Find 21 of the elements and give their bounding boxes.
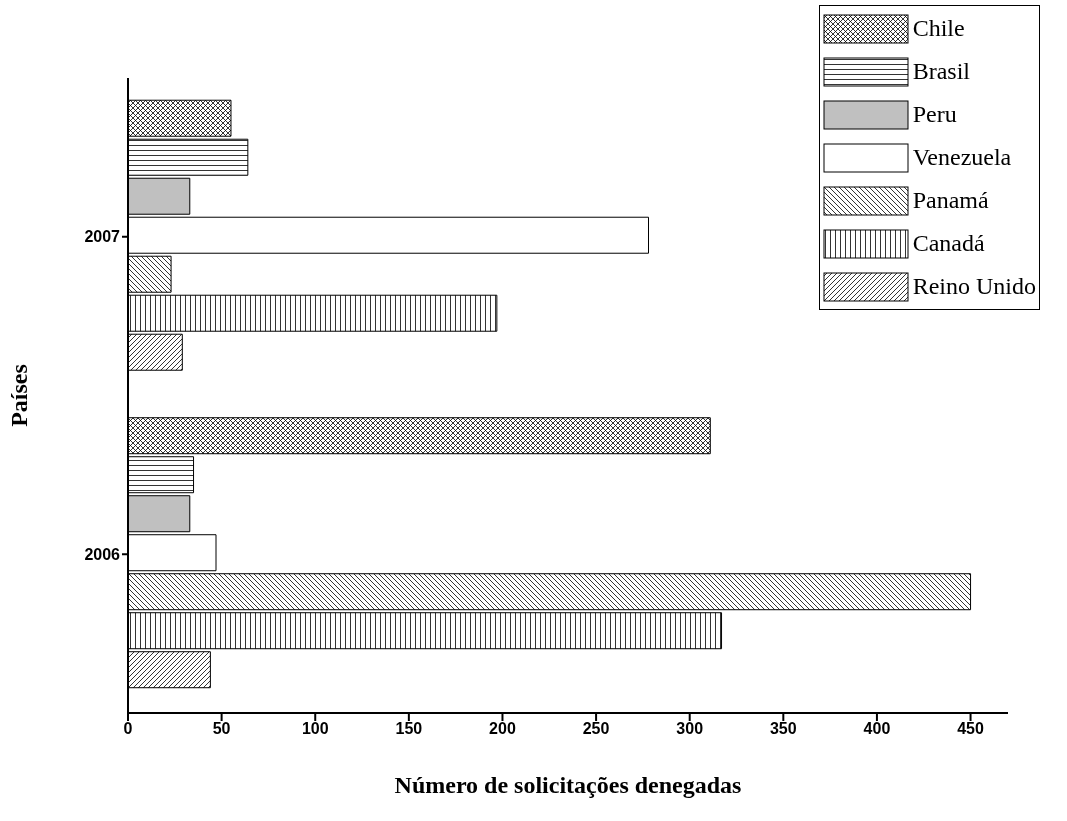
x-axis-title: Número de solicitações denegadas	[394, 772, 742, 798]
x-tick-label: 0	[123, 720, 133, 738]
x-tick-label: 150	[395, 720, 423, 738]
x-tick-label: 250	[582, 720, 610, 738]
x-tick-label: 450	[957, 720, 984, 738]
legend-label: Panamá	[912, 187, 989, 214]
y-axis-title: Países	[5, 364, 32, 427]
legend-label: Peru	[912, 101, 957, 128]
x-tick-label: 200	[489, 720, 516, 738]
legend-label: Venezuela	[912, 144, 1012, 171]
legend-label: Canadá	[912, 230, 985, 257]
legend-label: Reino Unido	[912, 273, 1036, 300]
y-tick-label: 2007	[84, 228, 121, 246]
legend-label: Chile	[912, 15, 965, 42]
y-tick-label: 2006	[84, 545, 121, 563]
x-tick-label: 400	[863, 720, 891, 738]
legend-label: Brasil	[912, 58, 970, 85]
x-tick-label: 300	[676, 720, 704, 738]
x-tick-label: 100	[301, 720, 329, 738]
x-tick-label: 50	[212, 720, 231, 738]
x-tick-label: 350	[769, 720, 797, 738]
